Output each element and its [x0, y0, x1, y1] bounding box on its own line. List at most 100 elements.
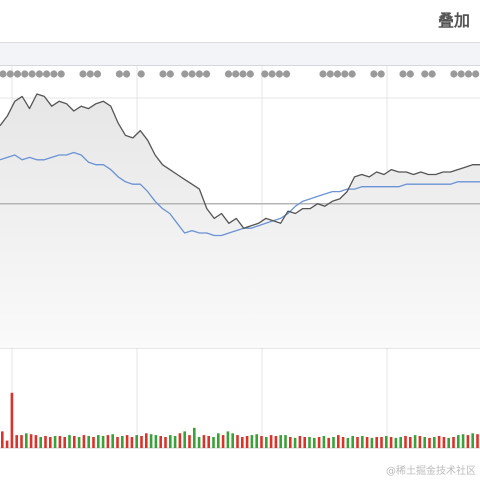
- event-markers[interactable]: [0, 70, 480, 78]
- event-marker-dot[interactable]: [86, 70, 94, 78]
- volume-bar: [279, 435, 282, 448]
- volume-bar: [245, 436, 249, 448]
- volume-bar: [58, 436, 62, 448]
- volume-bar: [149, 434, 153, 448]
- volume-bar: [154, 435, 158, 448]
- average-price-line: [0, 151, 480, 237]
- series-lines: [0, 93, 480, 237]
- volume-bar: [236, 435, 239, 448]
- volume-bar: [188, 435, 191, 448]
- volume-bar: [231, 433, 234, 448]
- event-marker-dot[interactable]: [399, 70, 407, 78]
- event-marker-dot[interactable]: [319, 70, 327, 78]
- volume-bar: [317, 437, 321, 448]
- volume-bar: [389, 437, 393, 448]
- event-marker-dot[interactable]: [428, 70, 436, 78]
- event-marker-dot[interactable]: [13, 70, 22, 78]
- event-marker-dot[interactable]: [181, 70, 189, 78]
- volume-bar: [169, 435, 172, 448]
- event-marker-dot[interactable]: [421, 70, 429, 78]
- volume-bar: [39, 437, 42, 448]
- overlay-button[interactable]: 叠加: [429, 8, 480, 34]
- volume-bar: [322, 436, 326, 448]
- event-marker-dot[interactable]: [261, 70, 269, 78]
- volume-bar: [77, 437, 81, 448]
- event-marker-dot[interactable]: [50, 70, 58, 78]
- event-marker-dot[interactable]: [93, 70, 102, 78]
- volume-bar: [207, 436, 210, 448]
- volume-bar: [159, 436, 162, 448]
- event-marker-dot[interactable]: [159, 70, 167, 78]
- volume-bar: [351, 436, 354, 448]
- volume-bar: [442, 437, 446, 448]
- volume-bar: [15, 435, 18, 448]
- event-marker-dot[interactable]: [188, 70, 196, 78]
- event-marker-dot[interactable]: [195, 70, 203, 78]
- volume-bar: [221, 435, 225, 448]
- event-marker-dot[interactable]: [203, 70, 211, 78]
- volume-bar: [457, 435, 460, 448]
- volume-bar: [25, 433, 28, 448]
- volume-bar: [461, 434, 465, 448]
- volume-bar: [140, 436, 143, 448]
- event-marker-dot[interactable]: [57, 70, 65, 78]
- volume-bar: [10, 392, 14, 448]
- volume-bar: [337, 435, 340, 448]
- event-marker-dot[interactable]: [28, 70, 36, 78]
- event-marker-dot[interactable]: [246, 70, 254, 78]
- price-line: [0, 93, 480, 229]
- volume-bar: [68, 435, 71, 448]
- event-marker-dot[interactable]: [123, 70, 131, 78]
- volume-bar: [308, 437, 311, 448]
- event-marker-dot[interactable]: [406, 70, 414, 78]
- event-marker-dot[interactable]: [464, 70, 473, 78]
- event-marker-dot[interactable]: [472, 70, 480, 78]
- event-marker-dot[interactable]: [268, 70, 276, 78]
- event-marker-dot[interactable]: [377, 70, 385, 78]
- volume-bar: [130, 437, 134, 448]
- event-marker-dot[interactable]: [35, 70, 44, 78]
- event-marker-dot[interactable]: [6, 70, 14, 78]
- volume-bar: [34, 435, 38, 448]
- volume-bar: [260, 436, 263, 448]
- volume-bar: [409, 437, 412, 448]
- intraday-chart[interactable]: [0, 66, 480, 460]
- event-marker-dot[interactable]: [333, 70, 342, 78]
- volume-bar: [49, 437, 52, 448]
- event-marker-dot[interactable]: [232, 70, 240, 78]
- event-marker-dot[interactable]: [224, 70, 233, 78]
- volume-bar: [433, 437, 436, 448]
- event-marker-dot[interactable]: [326, 70, 334, 78]
- volume-bar: [466, 435, 470, 448]
- volume-bar: [341, 437, 345, 448]
- event-marker-dot[interactable]: [0, 70, 7, 78]
- volume-bar: [413, 435, 417, 448]
- event-marker-dot[interactable]: [21, 70, 29, 78]
- event-marker-dot[interactable]: [166, 70, 174, 78]
- volume-bar: [269, 435, 273, 448]
- event-marker-dot[interactable]: [348, 70, 356, 78]
- event-marker-dot[interactable]: [275, 70, 283, 78]
- volume-bar: [63, 437, 66, 448]
- volume-bar: [370, 437, 374, 448]
- event-marker-dot[interactable]: [115, 70, 123, 78]
- watermark-text: @稀土掘金技术社区: [386, 466, 476, 477]
- volume-bar: [298, 436, 302, 448]
- volume-bar: [44, 436, 47, 448]
- event-marker-dot[interactable]: [79, 70, 87, 78]
- event-marker-dot[interactable]: [239, 70, 247, 78]
- volume-bar: [212, 437, 215, 448]
- volume-bar: [183, 431, 186, 448]
- event-marker-dot[interactable]: [43, 70, 51, 78]
- event-marker-dot[interactable]: [457, 70, 465, 78]
- event-marker-dot[interactable]: [450, 70, 458, 78]
- event-marker-dot[interactable]: [341, 70, 349, 78]
- event-marker-dot[interactable]: [283, 70, 291, 78]
- volume-bar: [356, 437, 359, 448]
- volume-bar: [361, 436, 364, 448]
- volume-bar: [447, 437, 450, 448]
- price-area-fill: [0, 94, 480, 348]
- event-marker-dot[interactable]: [370, 70, 378, 78]
- volume-bar: [437, 436, 441, 448]
- event-marker-dot[interactable]: [137, 70, 145, 78]
